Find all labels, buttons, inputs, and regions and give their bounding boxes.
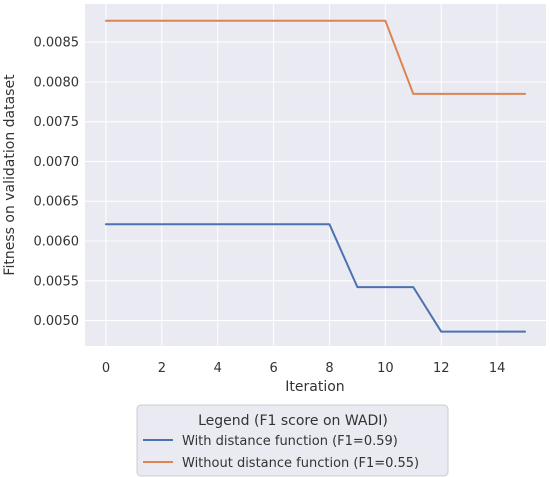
- legend-entry-with-distance: With distance function (F1=0.59): [182, 434, 398, 449]
- plot-background: [85, 4, 546, 346]
- x-tick-label: 4: [214, 361, 222, 376]
- y-tick-label: 0.0085: [34, 36, 80, 51]
- x-tick-label: 12: [433, 361, 450, 376]
- legend: Legend (F1 score on WADI) With distance …: [136, 404, 449, 477]
- y-tick-label: 0.0080: [34, 75, 80, 90]
- y-tick-labels: 0.0050 0.0055 0.0060 0.0065 0.0070 0.0075 0.00…: [34, 36, 80, 329]
- series-line-0: [104, 223, 527, 333]
- series-line-1: [104, 19, 527, 95]
- x-tick-labels: 0 2 4 6 8 10 12 14: [102, 361, 506, 376]
- y-tick-label: 0.0065: [34, 195, 80, 210]
- y-tick-label: 0.0075: [34, 115, 80, 130]
- x-tick-label: 10: [377, 361, 394, 376]
- legend-box: [136, 404, 449, 477]
- x-tick-label: 6: [269, 361, 277, 376]
- grid: [85, 4, 546, 346]
- x-tick-label: 14: [489, 361, 506, 376]
- y-tick-label: 0.0060: [34, 235, 80, 250]
- legend-title: Legend (F1 score on WADI): [198, 413, 388, 429]
- y-tick-label: 0.0055: [34, 274, 80, 289]
- series-layer: [104, 19, 527, 333]
- x-tick-label: 0: [102, 361, 110, 376]
- y-axis-label: Fitness on validation dataset: [2, 74, 18, 276]
- x-tick-label: 8: [325, 361, 333, 376]
- y-tick-label: 0.0050: [34, 314, 80, 329]
- y-tick-label: 0.0070: [34, 155, 80, 170]
- x-axis-label: Iteration: [285, 379, 344, 395]
- legend-entry-without-distance: Without distance function (F1=0.55): [182, 456, 419, 471]
- x-tick-label: 2: [158, 361, 166, 376]
